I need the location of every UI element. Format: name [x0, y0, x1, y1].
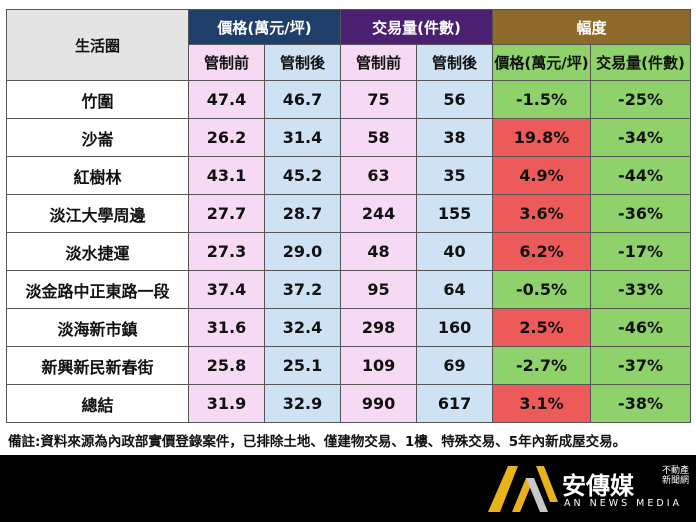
- volume-change-cell: -25%: [590, 80, 692, 119]
- volume-change-cell: -37%: [590, 346, 692, 385]
- volume-before-cell: 244: [340, 194, 418, 233]
- volume-after-header: 管制後: [416, 44, 494, 81]
- volume-group-header: 交易量(件數): [340, 9, 494, 45]
- area-name-cell: 淡金路中正東路一段: [6, 270, 189, 309]
- volume-change-cell: -44%: [590, 156, 692, 195]
- volume-before-cell: 990: [340, 384, 418, 423]
- logo-english: AN NEWS MEDIA: [564, 498, 682, 509]
- price-after-cell: 29.0: [263, 232, 342, 271]
- price-after-cell: 32.4: [263, 308, 342, 347]
- price-change-cell: 3.1%: [492, 384, 592, 423]
- price-after-cell: 31.4: [263, 118, 342, 157]
- area-name-cell: 淡海新市鎮: [6, 308, 189, 347]
- area-name-cell: 淡江大學周邊: [6, 194, 189, 233]
- area-name-cell: 紅樹林: [6, 156, 189, 195]
- table-row: 沙崙 26.2 31.4 58 38 19.8% -34%: [6, 118, 692, 157]
- price-before-cell: 43.1: [188, 156, 265, 195]
- volume-change-cell: -33%: [590, 270, 692, 309]
- price-change-cell: 6.2%: [492, 232, 592, 271]
- logo-subtitle: 不動產新聞網: [662, 466, 690, 486]
- volume-change-cell: -17%: [590, 232, 692, 271]
- volume-before-cell: 58: [340, 118, 418, 157]
- table-row: 總結 31.9 32.9 990 617 3.1% -38%: [6, 384, 692, 423]
- volume-before-cell: 109: [340, 346, 418, 385]
- volume-change-cell: -36%: [590, 194, 692, 233]
- table-frame: 生活圈 價格(萬元/坪) 交易量(件數) 幅度 管制前 管制後 管制前 管制後 …: [6, 9, 692, 423]
- table-row: 新興新民新春街 25.8 25.1 109 69 -2.7% -37%: [6, 346, 692, 385]
- volume-after-cell: 617: [416, 384, 494, 423]
- price-before-cell: 26.2: [188, 118, 265, 157]
- price-before-cell: 27.3: [188, 232, 265, 271]
- table-body: 竹圍 47.4 46.7 75 56 -1.5% -25% 沙崙 26.2 31.4 58 38 19.…: [6, 80, 692, 423]
- volume-after-cell: 38: [416, 118, 494, 157]
- area-name-cell: 新興新民新春街: [6, 346, 189, 385]
- price-change-cell: 3.6%: [492, 194, 592, 233]
- volume-change-cell: -46%: [590, 308, 692, 347]
- volume-after-cell: 160: [416, 308, 494, 347]
- price-change-cell: 4.9%: [492, 156, 592, 195]
- volume-before-cell: 75: [340, 80, 418, 119]
- price-change-cell: -2.7%: [492, 346, 592, 385]
- area-name-cell: 沙崙: [6, 118, 189, 157]
- range-group-header: 幅度: [492, 9, 692, 45]
- table-row: 竹圍 47.4 46.7 75 56 -1.5% -25%: [6, 80, 692, 119]
- area-name-cell: 總結: [6, 384, 189, 423]
- range-price-header: 價格(萬元/坪): [492, 44, 592, 81]
- table-row: 淡水捷運 27.3 29.0 48 40 6.2% -17%: [6, 232, 692, 271]
- footer-bar: [0, 455, 696, 522]
- volume-change-cell: -34%: [590, 118, 692, 157]
- volume-before-cell: 48: [340, 232, 418, 271]
- volume-before-cell: 63: [340, 156, 418, 195]
- volume-change-cell: -38%: [590, 384, 692, 423]
- table-row: 淡金路中正東路一段 37.4 37.2 95 64 -0.5% -33%: [6, 270, 692, 309]
- price-after-cell: 37.2: [263, 270, 342, 309]
- price-before-cell: 31.6: [188, 308, 265, 347]
- volume-after-cell: 40: [416, 232, 494, 271]
- volume-after-cell: 64: [416, 270, 494, 309]
- area-name-cell: 竹圍: [6, 80, 189, 119]
- volume-after-cell: 56: [416, 80, 494, 119]
- footnote: 備註:資料來源為內政部實價登錄案件，已排除土地、僅建物交易、1樓、特殊交易、5年…: [8, 434, 627, 450]
- volume-before-header: 管制前: [340, 44, 418, 81]
- area-header: 生活圈: [6, 9, 189, 81]
- table-row: 淡江大學周邊 27.7 28.7 244 155 3.6% -36%: [6, 194, 692, 233]
- price-group-header: 價格(萬元/坪): [187, 9, 342, 45]
- price-after-header: 管制後: [263, 44, 342, 81]
- volume-after-cell: 35: [416, 156, 494, 195]
- price-before-header: 管制前: [188, 44, 265, 81]
- volume-after-cell: 69: [416, 346, 494, 385]
- logo-name: 安傳媒: [562, 473, 634, 500]
- price-after-cell: 25.1: [263, 346, 342, 385]
- price-after-cell: 46.7: [263, 80, 342, 119]
- price-change-cell: -1.5%: [492, 80, 592, 119]
- table-row: 紅樹林 43.1 45.2 63 35 4.9% -44%: [6, 156, 692, 195]
- table-row: 淡海新市鎮 31.6 32.4 298 160 2.5% -46%: [6, 308, 692, 347]
- price-after-cell: 32.9: [263, 384, 342, 423]
- area-name-cell: 淡水捷運: [6, 232, 189, 271]
- price-after-cell: 45.2: [263, 156, 342, 195]
- range-volume-header: 交易量(件數): [590, 44, 692, 81]
- price-change-cell: 2.5%: [492, 308, 592, 347]
- volume-after-cell: 155: [416, 194, 494, 233]
- price-change-cell: -0.5%: [492, 270, 592, 309]
- brand-logo: 安傳媒 不動產新聞網 AN NEWS MEDIA: [486, 462, 689, 514]
- price-change-cell: 19.8%: [492, 118, 592, 157]
- price-before-cell: 27.7: [188, 194, 265, 233]
- volume-before-cell: 298: [340, 308, 418, 347]
- price-before-cell: 47.4: [188, 80, 265, 119]
- price-before-cell: 25.8: [188, 346, 265, 385]
- price-before-cell: 31.9: [188, 384, 265, 423]
- price-before-cell: 37.4: [188, 270, 265, 309]
- an-logo-icon: [488, 466, 558, 512]
- price-volume-table: 生活圈 價格(萬元/坪) 交易量(件數) 幅度 管制前 管制後 管制前 管制後 …: [6, 9, 692, 423]
- price-after-cell: 28.7: [263, 194, 342, 233]
- volume-before-cell: 95: [340, 270, 418, 309]
